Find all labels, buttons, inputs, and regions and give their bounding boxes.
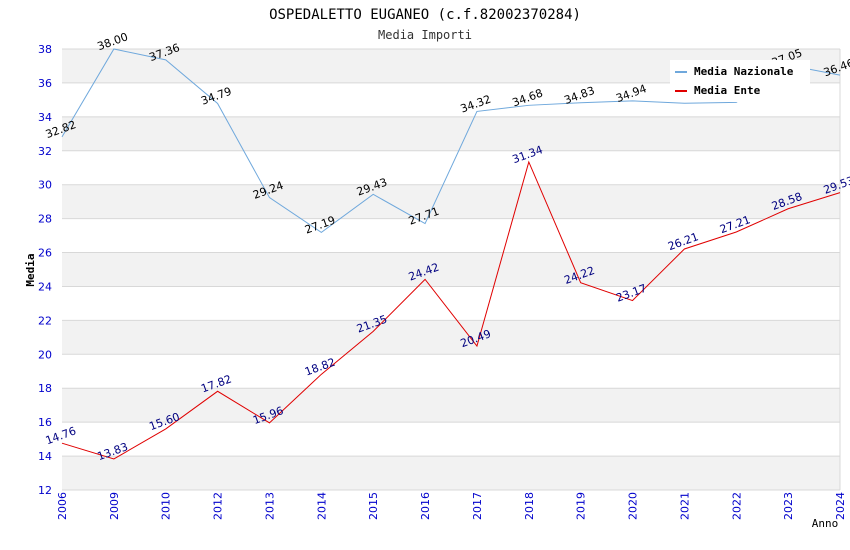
chart-subtitle: Media Importi (378, 28, 472, 42)
x-tick-labels: 2006 2009 2010 2012 2013 2014 2015 2016 2017 2018… (56, 492, 847, 520)
y-tick-label: 20 (38, 348, 52, 361)
y-tick-label: 18 (38, 382, 52, 395)
legend: Media Nazionale Media Ente (670, 60, 810, 102)
legend-label-nazionale: Media Nazionale (694, 65, 794, 78)
data-label: 34.79 (199, 85, 233, 108)
y-tick-label: 36 (38, 77, 52, 90)
y-tick-label: 12 (38, 484, 52, 497)
y-tick-labels: 12 14 16 18 20 22 24 26 28 30 32 34 36 38 (38, 43, 52, 497)
y-tick-label: 30 (38, 179, 52, 192)
y-tick-label: 14 (38, 450, 52, 463)
x-tick-label: 2019 (575, 492, 588, 520)
x-tick-label: 2020 (627, 492, 640, 520)
x-tick-label: 2006 (56, 492, 69, 520)
y-tick-label: 28 (38, 213, 52, 226)
chart-title: OSPEDALETTO EUGANEO (c.f.82002370284) (269, 7, 581, 23)
data-label: 34.32 (459, 93, 493, 116)
x-tick-label: 2014 (315, 492, 328, 520)
y-tick-label: 22 (38, 314, 52, 327)
x-tick-label: 2024 (834, 492, 847, 520)
band (62, 320, 840, 355)
x-tick-label: 2009 (108, 492, 121, 520)
x-tick-label: 2017 (471, 492, 484, 520)
x-tick-label: 2015 (367, 492, 380, 520)
band (62, 184, 840, 219)
y-tick-label: 26 (38, 247, 52, 260)
x-tick-label: 2012 (212, 492, 225, 520)
data-label: 34.83 (562, 84, 596, 107)
y-tick-label: 38 (38, 43, 52, 56)
x-tick-label: 2022 (730, 492, 743, 520)
y-tick-label: 24 (38, 280, 52, 293)
background-bands (62, 49, 840, 490)
x-tick-label: 2018 (523, 492, 536, 520)
legend-box (670, 60, 810, 102)
legend-label-ente: Media Ente (694, 84, 761, 97)
x-axis-label: Anno (812, 517, 839, 530)
x-tick-label: 2010 (160, 492, 173, 520)
x-tick-label: 2023 (782, 492, 795, 520)
x-tick-label: 2016 (419, 492, 432, 520)
gridlines (62, 48, 841, 491)
series-group (61, 48, 841, 460)
x-tick-label: 2013 (263, 492, 276, 520)
y-tick-label: 34 (38, 111, 52, 124)
y-tick-label: 16 (38, 416, 52, 429)
series-line-nazionale (61, 48, 841, 233)
x-tick-label: 2021 (678, 492, 691, 520)
y-tick-label: 32 (38, 145, 52, 158)
band (62, 456, 840, 490)
band (62, 252, 840, 287)
series-line-ente (61, 160, 841, 460)
data-label: 34.68 (511, 87, 545, 110)
band (62, 116, 840, 151)
y-axis-label: Media (24, 253, 37, 286)
band (62, 388, 840, 423)
